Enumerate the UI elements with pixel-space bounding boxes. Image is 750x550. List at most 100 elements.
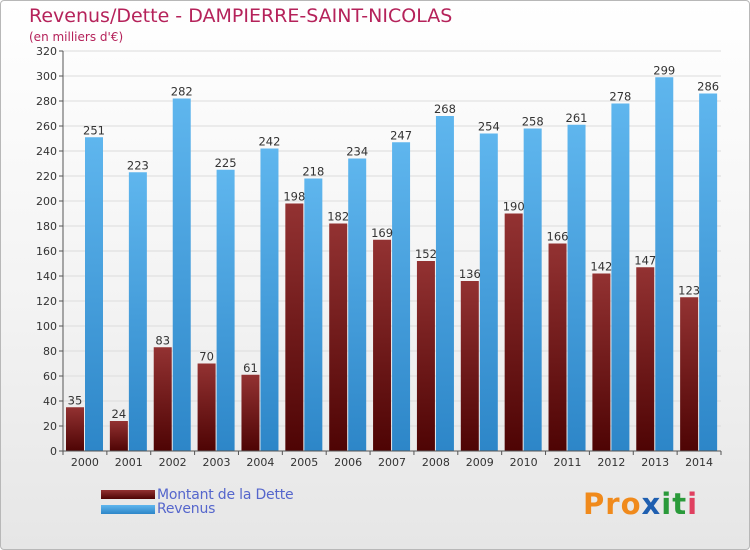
- x-tick-label: 2006: [334, 456, 362, 469]
- y-tick-label: 160: [36, 245, 57, 258]
- debt-value-label: 198: [283, 190, 305, 204]
- x-tick-label: 2014: [685, 456, 713, 469]
- y-tick-label: 280: [36, 95, 57, 108]
- y-tick-label: 240: [36, 145, 57, 158]
- legend-label-revenus: Revenus: [157, 501, 216, 517]
- logo-letter: i: [661, 487, 673, 521]
- revenus-value-label: 242: [258, 135, 280, 149]
- debt-value-label: 35: [68, 393, 83, 407]
- x-tick-label: 2011: [553, 456, 581, 469]
- debt-value-label: 61: [243, 361, 258, 375]
- debt-value-label: 24: [112, 407, 127, 421]
- x-tick-label: 2007: [378, 456, 406, 469]
- revenus-bar: [523, 128, 542, 451]
- x-tick-label: 2000: [71, 456, 99, 469]
- revenus-bar: [479, 133, 498, 451]
- x-tick-label: 2001: [115, 456, 143, 469]
- y-tick-label: 200: [36, 195, 57, 208]
- y-tick-label: 80: [43, 345, 57, 358]
- revenus-bar: [348, 158, 367, 451]
- legend-label-debt: Montant de la Dette: [157, 487, 294, 503]
- revenus-bar: [216, 169, 235, 451]
- revenus-bar: [304, 178, 323, 451]
- y-tick-label: 60: [43, 370, 57, 383]
- debt-value-label: 83: [155, 333, 170, 347]
- debt-bar: [548, 243, 567, 451]
- proxiti-logo: Proxiti: [583, 487, 698, 521]
- x-tick-label: 2002: [159, 456, 187, 469]
- x-tick-label: 2010: [510, 456, 538, 469]
- debt-bar: [153, 347, 172, 451]
- revenus-value-label: 268: [434, 102, 456, 116]
- grid: [63, 50, 721, 427]
- revenus-bar: [611, 103, 630, 451]
- debt-bar: [416, 261, 435, 451]
- bars: [66, 77, 718, 451]
- revenus-bar: [435, 116, 454, 451]
- debt-value-label: 169: [371, 226, 393, 240]
- y-tick-label: 0: [50, 445, 57, 458]
- chart-subtitle: (en milliers d'€): [29, 30, 124, 44]
- revenus-bar: [128, 172, 147, 451]
- logo-letter: o: [620, 487, 642, 521]
- debt-bar: [373, 239, 392, 451]
- y-tick-label: 220: [36, 170, 57, 183]
- debt-value-label: 182: [327, 210, 349, 224]
- debt-bar: [592, 273, 611, 451]
- logo-letter: x: [641, 487, 662, 521]
- debt-bar: [460, 281, 479, 451]
- debt-value-label: 70: [199, 350, 214, 364]
- revenus-value-label: 282: [171, 85, 193, 99]
- revenus-bar: [392, 142, 411, 451]
- debt-value-label: 147: [634, 253, 656, 267]
- debt-bar: [197, 363, 216, 451]
- logo-letter: P: [583, 487, 606, 521]
- revenus-value-label: 234: [346, 145, 368, 159]
- y-tick-label: 320: [36, 45, 57, 58]
- revenus-value-label: 251: [83, 123, 105, 137]
- debt-value-label: 123: [678, 283, 700, 297]
- bar-chart: 0 20 40 60 80 100 120 140 160 180 200 220 240 260 280 3…: [36, 45, 722, 469]
- x-tick-label: 2004: [246, 456, 274, 469]
- y-tick-label: 100: [36, 320, 57, 333]
- x-tick-label: 2009: [466, 456, 494, 469]
- debt-value-label: 152: [415, 247, 437, 261]
- debt-bar: [285, 203, 304, 451]
- revenus-value-label: 218: [302, 165, 324, 179]
- debt-bar: [680, 297, 699, 451]
- debt-value-label: 166: [547, 230, 569, 244]
- y-tick-label: 40: [43, 395, 57, 408]
- revenus-value-label: 254: [478, 120, 500, 134]
- y-tick-label: 20: [43, 420, 57, 433]
- logo-letter: r: [605, 487, 621, 521]
- y-tick-label: 180: [36, 220, 57, 233]
- revenus-bar: [699, 93, 718, 451]
- x-tick-label: 2013: [641, 456, 669, 469]
- legend-swatch-debt: [101, 490, 155, 499]
- x-tick-label: 2003: [203, 456, 231, 469]
- debt-bar: [66, 407, 84, 451]
- y-tick-label: 120: [36, 295, 57, 308]
- revenus-value-label: 223: [127, 158, 149, 172]
- revenus-bar: [655, 77, 674, 451]
- x-tick-label: 2012: [597, 456, 625, 469]
- y-tick-label: 140: [36, 270, 57, 283]
- revenus-value-label: 225: [215, 156, 237, 170]
- debt-bar: [636, 267, 655, 451]
- debt-bar: [241, 374, 260, 451]
- logo-letter: t: [672, 487, 688, 521]
- revenus-bar: [260, 148, 279, 451]
- revenus-bar: [172, 98, 191, 451]
- revenus-bar: [85, 137, 103, 451]
- revenus-value-label: 261: [566, 111, 588, 125]
- chart-title: Revenus/Dette - DAMPIERRE-SAINT-NICOLAS: [29, 5, 453, 27]
- revenus-value-label: 299: [653, 63, 675, 77]
- logo-letter: i: [687, 487, 699, 521]
- x-tick-label: 2008: [422, 456, 450, 469]
- value-labels: 35 251 24 223 83 282 70 225 61 242 198 218 182 234 169…: [68, 63, 719, 421]
- debt-value-label: 142: [590, 260, 612, 274]
- x-tick-label: 2005: [290, 456, 318, 469]
- revenus-value-label: 286: [697, 80, 719, 94]
- debt-bar: [504, 213, 523, 451]
- revenus-bar: [567, 124, 586, 451]
